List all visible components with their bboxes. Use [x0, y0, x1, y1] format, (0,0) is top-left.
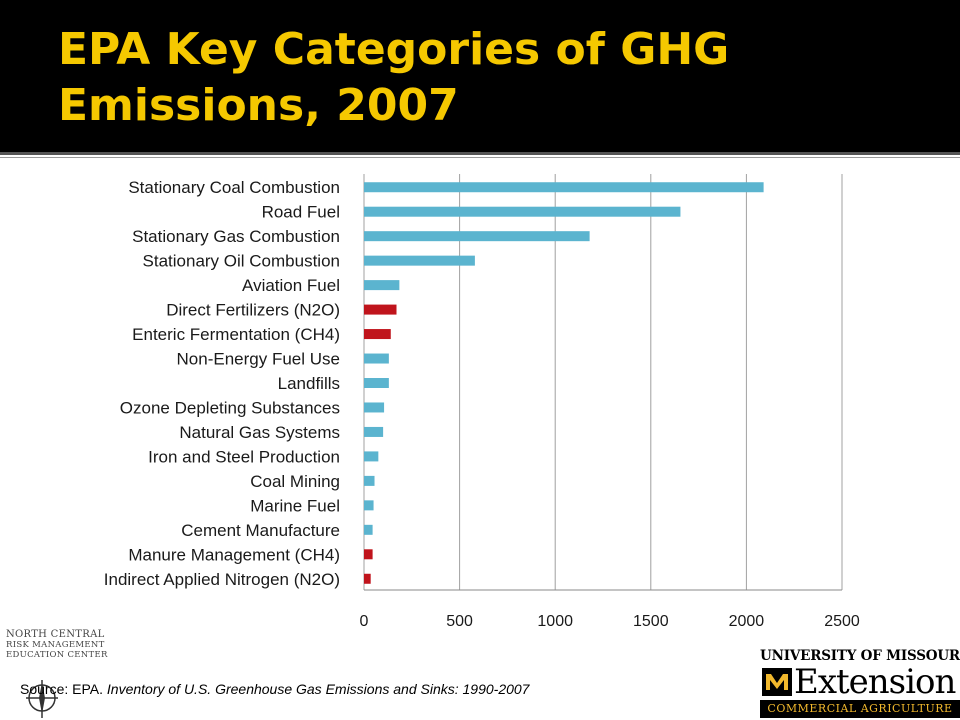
- bar-2: [364, 231, 590, 242]
- category-label: Direct Fertilizers (N2O): [166, 301, 340, 320]
- mu-extension-word: Extension: [794, 662, 956, 702]
- mu-extension-logo: UNIVERSITY OF MISSOURI Extension COMMERC…: [760, 648, 960, 720]
- bar-12: [364, 475, 375, 486]
- category-label: Iron and Steel Production: [148, 447, 340, 466]
- bar-7: [364, 353, 389, 364]
- bar-4: [364, 280, 400, 291]
- ncr-logo-line-3: EDUCATION CENTER: [6, 650, 108, 660]
- bar-1: [364, 206, 681, 217]
- title-divider-thin: [0, 157, 960, 158]
- bar-5: [364, 304, 397, 315]
- bar-13: [364, 500, 374, 511]
- x-tick-label: 500: [446, 613, 473, 630]
- ncr-logo-line-2: RISK MANAGEMENT: [6, 640, 105, 650]
- bar-8: [364, 378, 389, 388]
- source-prefix: Source: EPA.: [20, 681, 107, 697]
- mu-university-name: UNIVERSITY OF MISSOURI: [760, 648, 960, 664]
- compass-icon: [26, 680, 58, 718]
- category-label: Natural Gas Systems: [179, 423, 340, 442]
- category-label: Manure Management (CH4): [128, 545, 340, 564]
- slide-title: EPA Key Categories of GHG Emissions, 200…: [58, 24, 730, 131]
- bar-14: [364, 524, 373, 535]
- mu-badge-icon: [762, 668, 792, 696]
- x-tick-label: 0: [360, 613, 369, 630]
- category-label: Enteric Fermentation (CH4): [132, 325, 340, 344]
- mu-commercial-agriculture: COMMERCIAL AGRICULTURE: [760, 700, 960, 718]
- source-citation: Source: EPA. Inventory of U.S. Greenhous…: [20, 681, 529, 697]
- bar-16: [364, 573, 371, 584]
- ncr-logo-line-1: NORTH CENTRAL: [6, 629, 105, 640]
- category-label: Non-Energy Fuel Use: [177, 350, 340, 369]
- x-tick-label: 2500: [824, 613, 860, 630]
- category-label: Indirect Applied Nitrogen (N2O): [104, 570, 340, 589]
- bar-9: [364, 402, 385, 413]
- bar-6: [364, 329, 391, 340]
- title-divider: [0, 152, 960, 155]
- category-label: Stationary Oil Combustion: [143, 252, 340, 271]
- bar-chart: Stationary Coal Combustion Road Fuel Stati…: [104, 174, 860, 630]
- category-label: Stationary Coal Combustion: [128, 178, 340, 197]
- bar-10: [364, 426, 384, 437]
- category-label: Coal Mining: [250, 472, 340, 491]
- bar-11: [364, 451, 379, 462]
- category-label: Cement Manufacture: [181, 521, 340, 540]
- ncr-logo: NORTH CENTRAL RISK MANAGEMENT EDUCATION …: [6, 630, 126, 720]
- bar-3: [364, 255, 475, 266]
- bar-0: [364, 182, 764, 193]
- category-label: Landfills: [278, 374, 340, 393]
- bar-15: [364, 549, 373, 560]
- source-title: Inventory of U.S. Greenhouse Gas Emissio…: [106, 681, 530, 697]
- x-tick-label: 1500: [633, 613, 669, 630]
- category-label: Road Fuel: [262, 203, 340, 222]
- category-label: Marine Fuel: [250, 496, 340, 515]
- category-label: Aviation Fuel: [242, 276, 340, 295]
- category-label: Stationary Gas Combustion: [132, 227, 340, 246]
- category-label: Ozone Depleting Substances: [120, 398, 340, 417]
- title-bar: EPA Key Categories of GHG Emissions, 200…: [0, 0, 960, 152]
- x-tick-label: 2000: [729, 613, 765, 630]
- x-tick-label: 1000: [537, 613, 573, 630]
